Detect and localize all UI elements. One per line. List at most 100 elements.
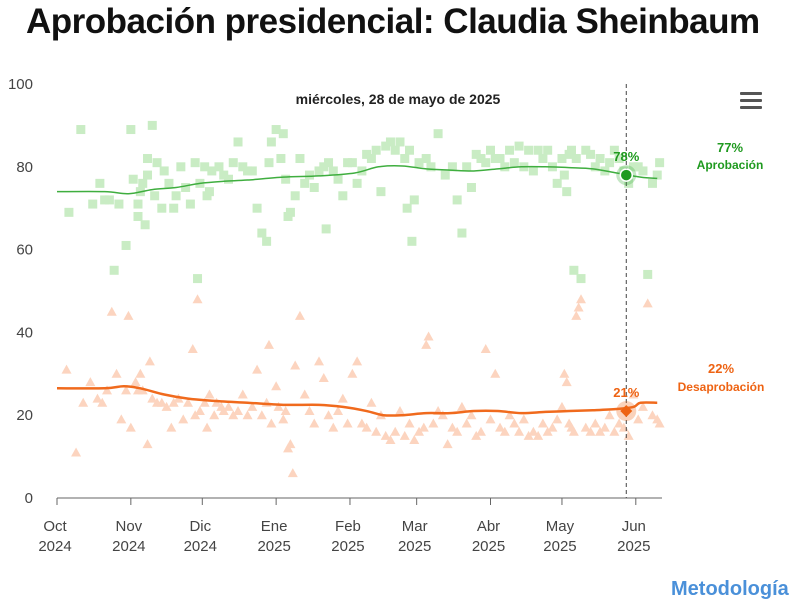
approve-poll-point xyxy=(614,154,624,164)
disapprove-poll-point xyxy=(252,364,263,374)
disapprove-poll-point xyxy=(585,426,596,436)
x-tick-month: Mar xyxy=(402,518,428,535)
disapprove-poll-point xyxy=(352,356,363,366)
disapprove-poll-point xyxy=(61,364,72,374)
disapprove-poll-point xyxy=(106,306,117,316)
disapprove-poll-point xyxy=(654,418,665,428)
disapprove-poll-point xyxy=(418,422,429,432)
approve-poll-point xyxy=(343,158,353,168)
approve-poll-point xyxy=(176,162,186,172)
hover-cursor[interactable] xyxy=(616,84,637,498)
approve-poll-point xyxy=(624,178,634,188)
disapprove-poll-point xyxy=(404,418,415,428)
disapprove-poll-point xyxy=(590,418,601,428)
y-tick-label: 60 xyxy=(16,242,33,259)
y-tick-label: 0 xyxy=(25,490,33,507)
approve-poll-point xyxy=(133,211,143,221)
disapprove-poll-point xyxy=(121,385,132,395)
disapprove-poll-point xyxy=(576,294,587,304)
approve-poll-point xyxy=(566,145,576,155)
approve-poll-point xyxy=(290,191,300,201)
tooltip-approve-value: 78% xyxy=(613,149,639,164)
approve-poll-point xyxy=(471,149,481,159)
approve-poll-point xyxy=(509,158,519,168)
disapprove-poll-point xyxy=(204,389,215,399)
approve-poll-point xyxy=(214,162,224,172)
approve-poll-point xyxy=(338,191,348,201)
approve-poll-point xyxy=(528,166,538,176)
menu-bar xyxy=(740,92,762,95)
approve-poll-point xyxy=(400,154,410,164)
disapprove-poll-point xyxy=(447,422,458,432)
approve-poll-point xyxy=(262,236,272,246)
approve-poll-point xyxy=(207,166,217,176)
approve-poll-point xyxy=(447,162,457,172)
approve-poll-point xyxy=(552,178,562,188)
approve-poll-point xyxy=(223,174,233,184)
disapprove-poll-point xyxy=(71,447,82,457)
disapprove-poll-point xyxy=(328,422,339,432)
disapprove-poll-point xyxy=(490,368,501,378)
disapprove-poll-point xyxy=(116,414,127,424)
disapprove-poll-point xyxy=(480,343,491,353)
disapprove-poll-point xyxy=(187,343,198,353)
x-tick-month: May xyxy=(546,518,575,535)
approve-poll-point xyxy=(204,187,214,197)
disapprove-poll-point xyxy=(211,397,222,407)
approve-poll-point xyxy=(271,125,281,135)
approve-poll-point xyxy=(407,236,417,246)
disapprove-poll-point xyxy=(147,393,158,403)
disapprove-poll-point xyxy=(399,430,410,440)
approve-poll-point xyxy=(128,174,138,184)
approve-poll-point xyxy=(157,203,167,213)
approve-poll-point xyxy=(228,158,238,168)
approve-poll-point xyxy=(150,191,160,201)
methodology-link[interactable]: Metodología xyxy=(671,578,789,600)
approve-highlight-marker xyxy=(619,168,634,182)
approve-poll-point xyxy=(171,191,181,201)
approve-poll-point xyxy=(421,154,431,164)
x-tick-year: 2024 xyxy=(38,538,71,555)
disapprove-poll-point xyxy=(423,331,434,341)
x-tick-month: Nov xyxy=(115,518,142,535)
approve-poll-point xyxy=(126,125,136,135)
disapprove-poll-point xyxy=(156,397,167,407)
x-tick-month: Abr xyxy=(477,518,500,535)
disapprove-poll-point xyxy=(202,422,213,432)
disapprove-poll-point xyxy=(356,418,367,428)
disapprove-poll-point xyxy=(466,410,477,420)
disapprove-poll-point xyxy=(256,410,267,420)
disapprove-poll-point xyxy=(144,356,155,366)
disapprove-highlight-marker xyxy=(620,405,633,418)
disapprove-poll-point xyxy=(299,389,310,399)
approve-poll-point xyxy=(104,195,114,205)
approve-poll-point xyxy=(352,178,362,188)
disapprove-poll-point xyxy=(347,368,358,378)
disapprove-poll-point xyxy=(161,401,172,411)
approve-poll-point xyxy=(652,170,662,180)
approve-poll-point xyxy=(605,158,615,168)
approve-poll-point xyxy=(559,170,569,180)
disapprove-poll-point xyxy=(561,377,572,387)
approve-poll-point xyxy=(371,145,381,155)
approve-poll-point xyxy=(169,203,179,213)
hamburger-menu-icon[interactable] xyxy=(740,92,762,110)
disapprove-poll-point xyxy=(461,418,472,428)
page-title: Aprobación presidencial: Claudia Sheinba… xyxy=(26,2,760,41)
approve-poll-point xyxy=(121,240,131,250)
approve-poll-point xyxy=(266,137,276,147)
disapprove-poll-point xyxy=(380,430,391,440)
disapprove-poll-point xyxy=(485,414,496,424)
disapprove-poll-point xyxy=(130,377,141,387)
approve-poll-point xyxy=(64,207,74,217)
disapprove-poll-point xyxy=(452,426,463,436)
approve-poll-point xyxy=(655,158,665,168)
approve-poll-point xyxy=(152,158,162,168)
disapprove-poll-point xyxy=(223,401,234,411)
disapprove-poll-point xyxy=(442,439,453,449)
approve-poll-point xyxy=(414,158,424,168)
approve-poll-point xyxy=(295,154,305,164)
disapprove-poll-point xyxy=(102,385,113,395)
disapprove-poll-point xyxy=(294,310,305,320)
disapprove-poll-point xyxy=(533,430,544,440)
